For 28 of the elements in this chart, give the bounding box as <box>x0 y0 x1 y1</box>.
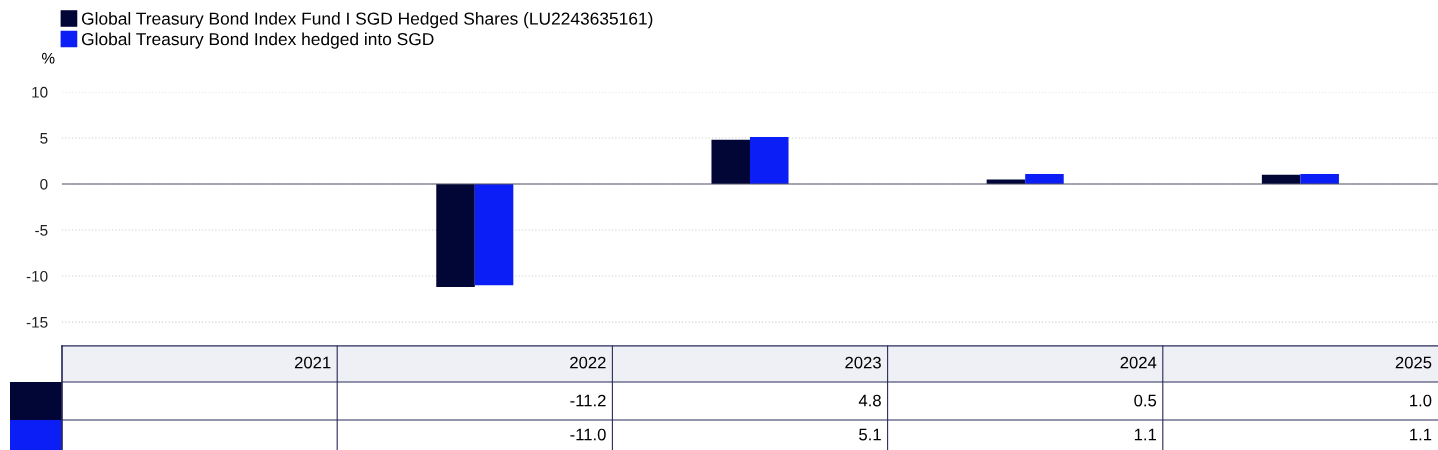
x-tick-label: 2023 <box>845 356 881 369</box>
data-label: 5.1 <box>859 428 881 441</box>
y-tick-label: 10 <box>32 86 48 98</box>
y-tick-label: -10 <box>26 270 48 282</box>
legend-label: Global Treasury Bond Index Fund I SGD Hedged Shares (LU2243635161) <box>81 12 653 29</box>
bar <box>1025 173 1064 185</box>
bar <box>436 184 475 288</box>
y-axis-title: % <box>41 52 55 64</box>
data-label: -11.0 <box>570 428 606 441</box>
bar <box>711 139 750 185</box>
data-label: -11.2 <box>570 394 606 407</box>
data-label: 1.1 <box>1410 428 1432 441</box>
data-label: 1.1 <box>1134 428 1156 441</box>
x-tick-label: 2022 <box>570 356 606 369</box>
x-tick-label: 2021 <box>294 356 331 369</box>
y-tick-label: -5 <box>35 225 48 236</box>
y-tick-label: 0 <box>40 178 48 190</box>
x-tick-label: 2025 <box>1395 356 1432 369</box>
data-label: 1.0 <box>1410 394 1432 407</box>
bar <box>1300 173 1339 185</box>
y-tick-label: 5 <box>40 133 48 144</box>
data-label: 4.8 <box>858 394 881 407</box>
y-tick-label: -15 <box>26 317 48 328</box>
bar <box>750 137 789 185</box>
legend-label: Global Treasury Bond Index hedged into SGD <box>81 32 434 49</box>
data-label: 0.5 <box>1134 394 1157 407</box>
bar <box>474 184 514 286</box>
x-tick-label: 2024 <box>1120 356 1157 369</box>
